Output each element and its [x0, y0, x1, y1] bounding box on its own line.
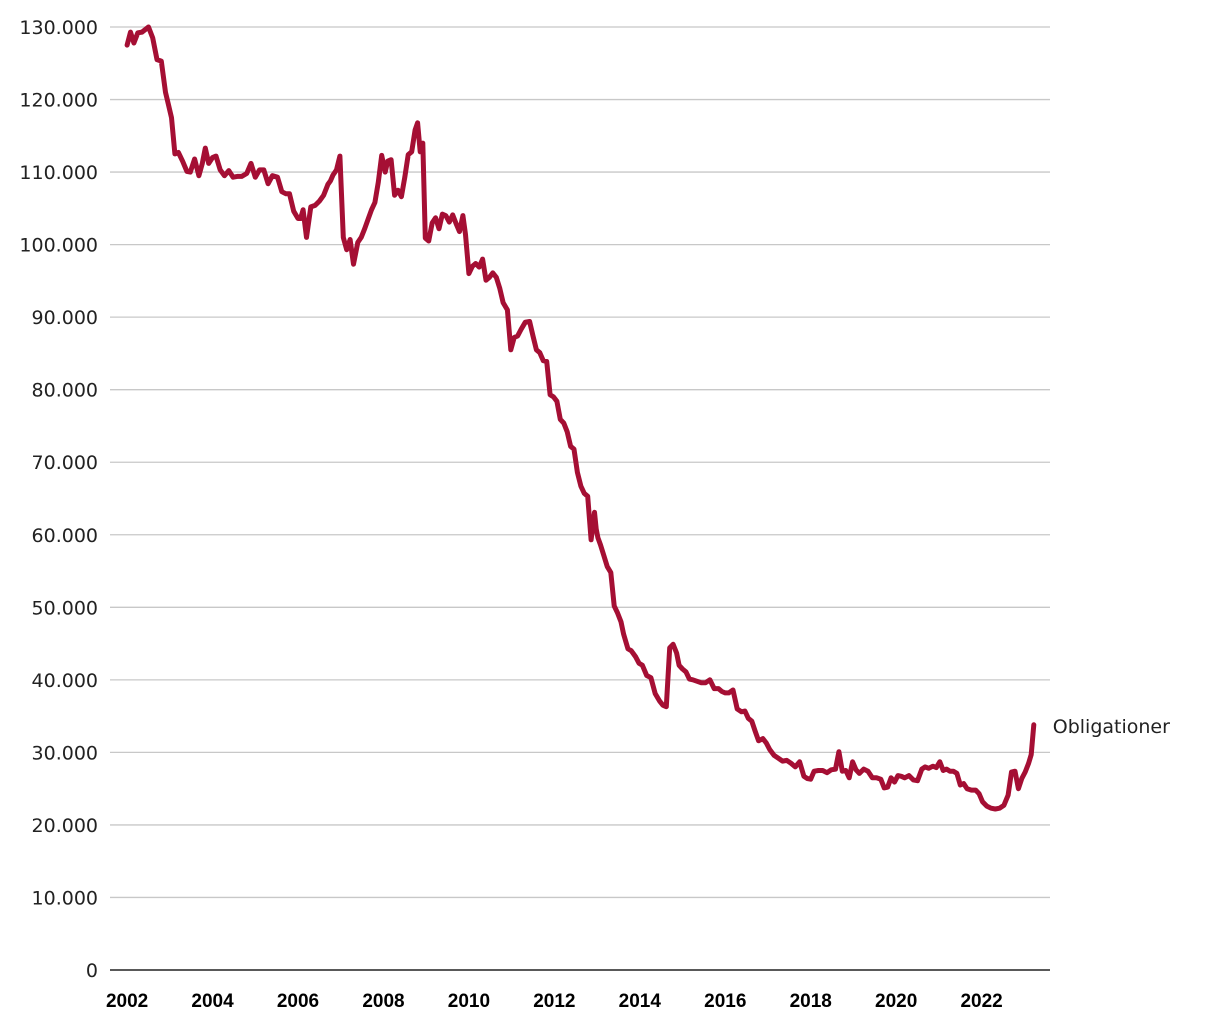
y-tick-label: 100.000: [19, 235, 98, 257]
x-tick-label: 2022: [960, 991, 1002, 1012]
y-tick-label: 20.000: [32, 815, 98, 837]
series-end-labels: Obligationer: [1053, 716, 1170, 738]
series-lines: [124, 24, 1037, 812]
y-tick-label: 50.000: [32, 597, 98, 619]
y-tick-label: 30.000: [32, 742, 98, 764]
x-tick-label: 2020: [875, 991, 917, 1012]
y-tick-label: 120.000: [19, 90, 98, 112]
x-tick-label: 2006: [277, 991, 319, 1012]
x-tick-label: 2012: [533, 991, 575, 1012]
y-tick-label: 0: [86, 960, 98, 982]
y-tick-label: 60.000: [32, 525, 98, 547]
y-tick-label: 40.000: [32, 670, 98, 692]
x-tick-label: 2016: [704, 991, 746, 1012]
x-tick-label: 2004: [191, 991, 234, 1012]
series-label-obligationer: Obligationer: [1053, 716, 1170, 738]
x-tick-label: 2014: [619, 991, 662, 1012]
x-tick-label: 2018: [790, 991, 832, 1012]
y-tick-label: 10.000: [32, 887, 98, 909]
y-tick-label: 80.000: [32, 380, 98, 402]
y-tick-label: 90.000: [32, 307, 98, 329]
gridlines: [110, 26, 1050, 899]
y-tick-label: 70.000: [32, 452, 98, 474]
y-axis-tick-labels: 0 10.000 20.000 30.000 40.000 50.000 60.000 70.…: [19, 17, 98, 982]
x-tick-label: 2002: [106, 991, 148, 1012]
x-axis-tick-labels: 2002 2004 2006 2008 2010 2012 2014 2016 2018 2020…: [106, 991, 1003, 1012]
x-tick-label: 2008: [362, 991, 404, 1012]
y-tick-label: 110.000: [19, 162, 98, 184]
y-tick-label: 130.000: [19, 17, 98, 39]
series-line-obligationer: [124, 24, 1037, 812]
x-tick-label: 2010: [448, 991, 490, 1012]
